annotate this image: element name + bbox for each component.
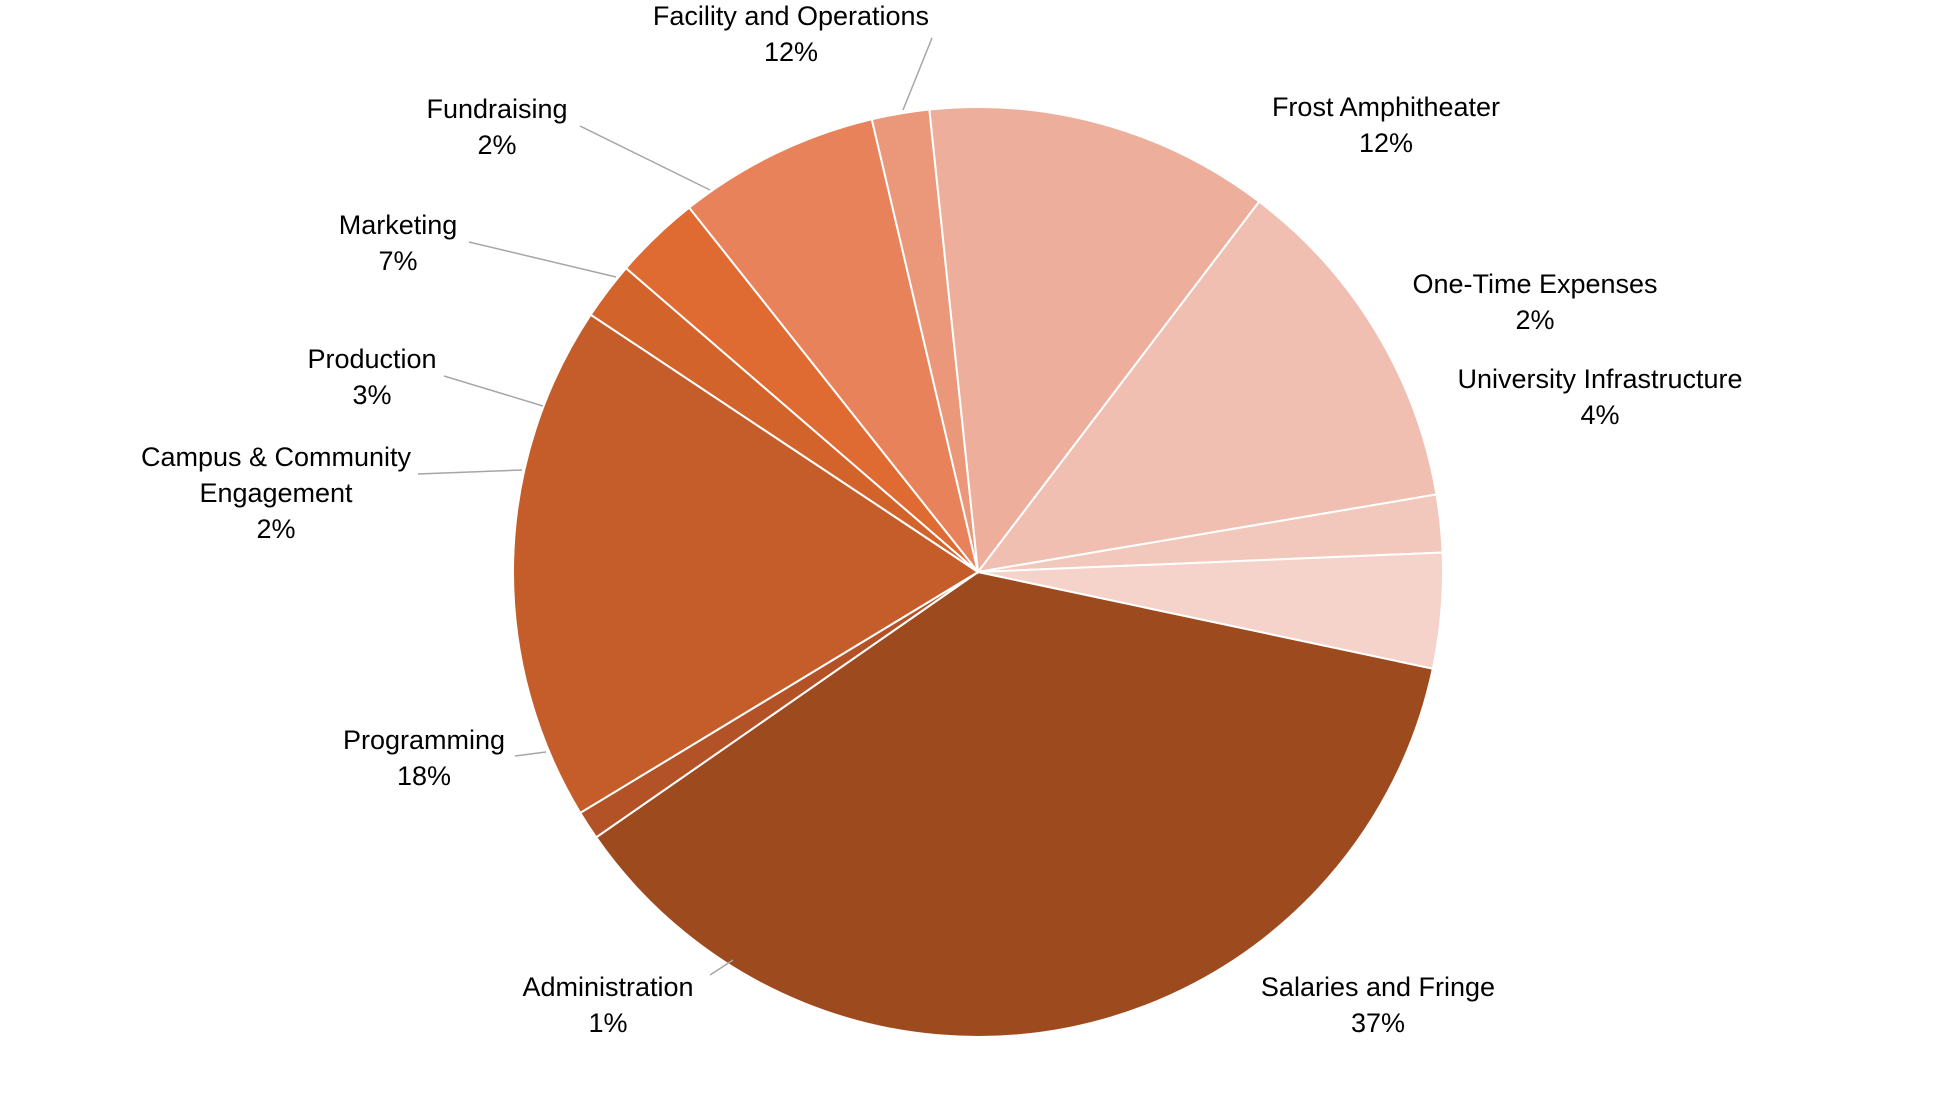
leader-line bbox=[902, 37, 933, 111]
slice-percent: 4% bbox=[1580, 400, 1619, 430]
slice-label: Salaries and Fringe 37% bbox=[1261, 972, 1495, 1038]
slice-label-line: Campus & Community bbox=[141, 442, 412, 472]
slice-label: Campus & Community Engagement 2% bbox=[141, 442, 412, 544]
slice-percent: 18% bbox=[397, 761, 451, 791]
pie-slice-programming bbox=[512, 313, 980, 815]
slice-label-line: University Infrastructure bbox=[1457, 364, 1742, 394]
slice-label: Production 3% bbox=[307, 344, 436, 410]
pie-slice-marketing bbox=[687, 118, 979, 573]
slice-label: One-Time Expenses 2% bbox=[1412, 269, 1657, 335]
slice-percent: 2% bbox=[477, 130, 516, 160]
slice-label-line: Engagement bbox=[199, 478, 353, 508]
slice-percent: 37% bbox=[1351, 1008, 1405, 1038]
slice-label: Frost Amphitheater 12% bbox=[1272, 92, 1500, 158]
slice-label: Administration 1% bbox=[522, 972, 693, 1038]
leader-line bbox=[709, 959, 734, 976]
leader-line bbox=[443, 375, 544, 407]
slice-label-line: Production bbox=[307, 344, 436, 374]
slice-percent: 7% bbox=[378, 246, 417, 276]
leader-line bbox=[579, 125, 711, 191]
pie-slice-facility-and-operations bbox=[928, 106, 1261, 575]
slice-label: Marketing 7% bbox=[339, 210, 458, 276]
slice-percent: 12% bbox=[764, 37, 818, 67]
slice-percent: 3% bbox=[352, 380, 391, 410]
slice-label-line: Salaries and Fringe bbox=[1261, 972, 1495, 1002]
slice-label-line: Programming bbox=[343, 725, 505, 755]
slice-label: Programming 18% bbox=[343, 725, 505, 791]
slice-labels: Salaries and Fringe 37% Administration 1% Pr… bbox=[141, 1, 1743, 1038]
slice-percent: 2% bbox=[256, 514, 295, 544]
slice-percent: 1% bbox=[588, 1008, 627, 1038]
slice-percent: 12% bbox=[1359, 128, 1413, 158]
leader-line bbox=[417, 469, 523, 475]
leader-lines bbox=[417, 37, 933, 976]
pie-slice-frost-amphitheater bbox=[975, 200, 1438, 574]
slice-label-line: Frost Amphitheater bbox=[1272, 92, 1500, 122]
slice-label-line: Marketing bbox=[339, 210, 458, 240]
slice-label: Fundraising 2% bbox=[426, 94, 567, 160]
slice-label-line: Facility and Operations bbox=[653, 1, 929, 31]
slice-percent: 2% bbox=[1515, 305, 1554, 335]
leader-line bbox=[468, 241, 617, 278]
slice-label-line: One-Time Expenses bbox=[1412, 269, 1657, 299]
leader-line bbox=[514, 751, 547, 757]
slice-label: Facility and Operations 12% bbox=[653, 1, 929, 67]
pie-slices bbox=[512, 106, 1444, 1038]
pie-slice-university-infrastructure bbox=[977, 551, 1444, 670]
pie-slice-salaries-and-fringe bbox=[594, 570, 1435, 1038]
slice-label-line: Fundraising bbox=[426, 94, 567, 124]
slice-label: University Infrastructure 4% bbox=[1457, 364, 1742, 430]
slice-label-line: Administration bbox=[522, 972, 693, 1002]
